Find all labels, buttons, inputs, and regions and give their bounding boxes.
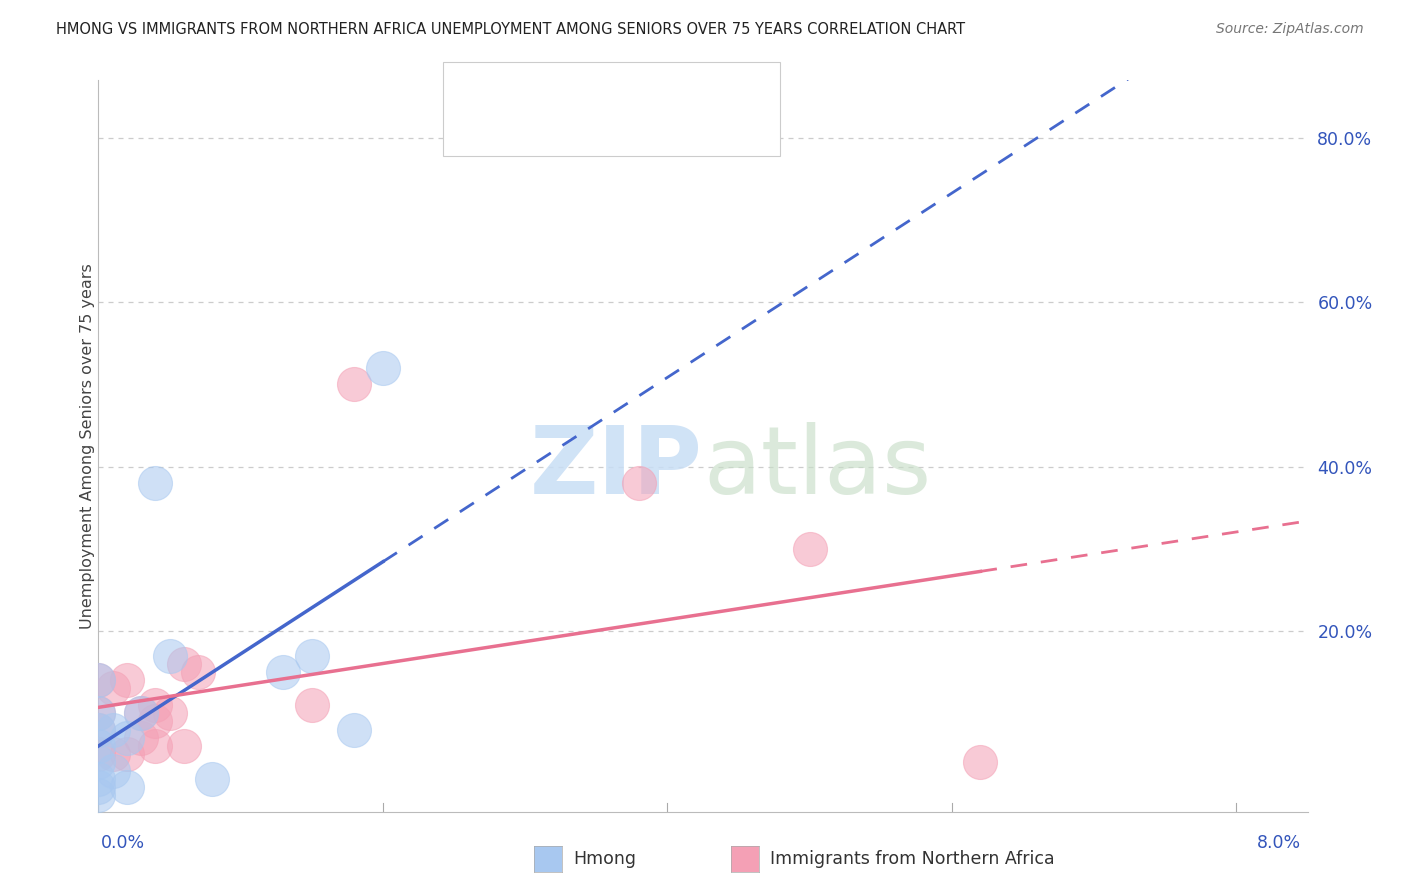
Text: Source: ZipAtlas.com: Source: ZipAtlas.com <box>1216 22 1364 37</box>
Point <box>101 764 124 778</box>
Point <box>129 731 152 745</box>
Point <box>87 780 110 794</box>
Point <box>143 475 166 490</box>
Point <box>799 541 821 556</box>
Point <box>159 706 181 720</box>
Text: N =: N = <box>606 77 645 95</box>
Point <box>115 731 138 745</box>
Point <box>187 665 209 679</box>
Point <box>101 681 124 696</box>
Point <box>201 772 224 786</box>
Point <box>101 747 124 762</box>
Text: Hmong: Hmong <box>574 850 637 868</box>
Point <box>627 475 650 490</box>
Point <box>87 673 110 688</box>
Point <box>87 673 110 688</box>
Text: R =: R = <box>499 120 538 137</box>
Point <box>115 747 138 762</box>
Point <box>129 706 152 720</box>
Point <box>87 756 110 770</box>
Point <box>969 756 991 770</box>
Point <box>301 698 323 712</box>
Point <box>273 665 295 679</box>
Point <box>301 648 323 663</box>
Point <box>87 772 110 786</box>
Point <box>371 360 394 375</box>
Point <box>87 789 110 803</box>
Text: 21: 21 <box>648 120 679 137</box>
Point <box>87 706 110 720</box>
Text: atlas: atlas <box>703 422 931 514</box>
Text: Immigrants from Northern Africa: Immigrants from Northern Africa <box>770 850 1054 868</box>
Point <box>87 723 110 737</box>
Y-axis label: Unemployment Among Seniors over 75 years: Unemployment Among Seniors over 75 years <box>80 263 94 629</box>
Point <box>101 723 124 737</box>
Point <box>343 377 366 392</box>
Point <box>129 706 152 720</box>
Point <box>87 723 110 737</box>
Point <box>115 780 138 794</box>
Point <box>143 739 166 753</box>
Point <box>143 698 166 712</box>
Text: 0.219: 0.219 <box>541 120 598 137</box>
Point <box>159 648 181 663</box>
Text: 8.0%: 8.0% <box>1257 834 1301 852</box>
Point <box>87 747 110 762</box>
Point <box>173 657 195 671</box>
Text: 20: 20 <box>648 77 673 95</box>
Point <box>173 739 195 753</box>
Text: 0.0%: 0.0% <box>101 834 145 852</box>
Text: 0.015: 0.015 <box>541 77 598 95</box>
Text: HMONG VS IMMIGRANTS FROM NORTHERN AFRICA UNEMPLOYMENT AMONG SENIORS OVER 75 YEAR: HMONG VS IMMIGRANTS FROM NORTHERN AFRICA… <box>56 22 966 37</box>
Point <box>87 706 110 720</box>
Text: N =: N = <box>606 120 645 137</box>
Point <box>115 673 138 688</box>
Text: ZIP: ZIP <box>530 422 703 514</box>
Text: R =: R = <box>499 77 538 95</box>
Point <box>87 739 110 753</box>
Point <box>343 723 366 737</box>
Point <box>143 714 166 729</box>
